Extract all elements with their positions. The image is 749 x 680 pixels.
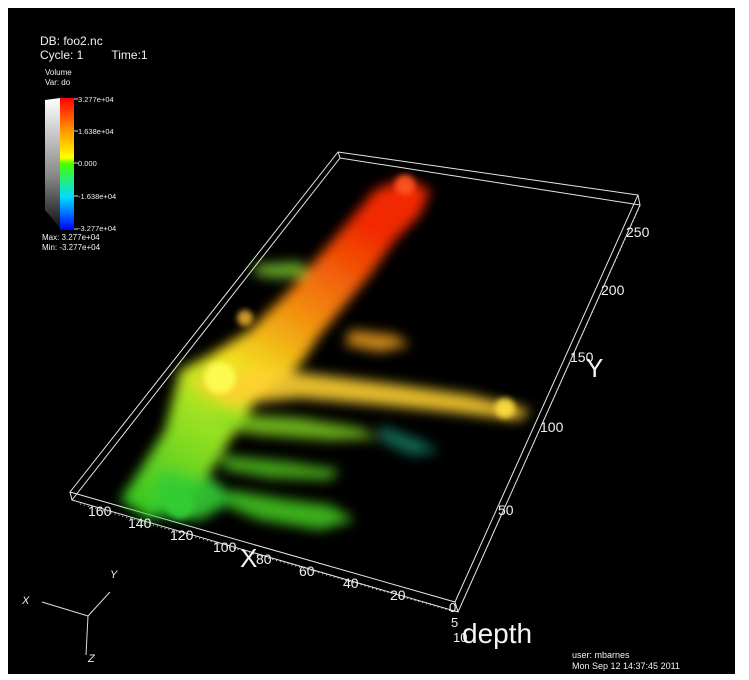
x-tick: 120 xyxy=(170,527,194,543)
volume-render-canvas[interactable]: 160 140 120 100 80 60 40 20 250 200 150 … xyxy=(8,8,735,674)
plot-type-label: Volume xyxy=(45,68,72,77)
x-tick: 140 xyxy=(128,515,152,531)
volume-data xyxy=(120,178,530,530)
min-label: Min: -3.277e+04 xyxy=(42,243,101,252)
database-label: DB: foo2.nc xyxy=(40,34,103,48)
z-tick: 10 xyxy=(453,630,467,645)
legend-tick-label: -3.277e+04 xyxy=(78,224,117,233)
legend-tick-label: 3.277e+04 xyxy=(78,95,114,104)
variable-label: Var: do xyxy=(45,78,71,87)
legend-tick-label: 1.638e+04 xyxy=(78,127,114,136)
y-axis-ticks: 250 200 150 100 50 xyxy=(498,224,650,518)
user-name: user: mbarnes xyxy=(572,650,630,660)
orientation-triad xyxy=(41,591,111,656)
max-label: Max: 3.277e+04 xyxy=(42,233,100,242)
z-axis-ticks: 0 5 10 xyxy=(449,600,467,645)
z-axis-title: depth xyxy=(462,618,532,649)
timestamp: Mon Sep 12 14:37:45 2011 xyxy=(572,661,680,671)
legend-colorbar xyxy=(45,98,78,230)
triad-z-label: Z xyxy=(87,653,96,665)
triad-x-label: X xyxy=(21,595,30,607)
user-info: user: mbarnes Mon Sep 12 14:37:45 2011 xyxy=(572,650,680,672)
y-tick: 50 xyxy=(498,502,514,518)
x-tick: 60 xyxy=(299,563,315,579)
triad-y-label: Y xyxy=(110,569,118,581)
legend-tick-label: 0.000 xyxy=(78,159,97,168)
x-tick: 40 xyxy=(343,575,359,591)
cycle-time-row: Cycle: 1 Time:1 xyxy=(40,48,148,62)
y-tick: 200 xyxy=(601,282,625,298)
z-tick: 5 xyxy=(451,615,458,630)
x-tick: 160 xyxy=(88,503,112,519)
bounding-box xyxy=(69,151,641,613)
y-tick: 150 xyxy=(570,349,594,365)
render-viewport[interactable]: 160 140 120 100 80 60 40 20 250 200 150 … xyxy=(8,8,735,674)
x-tick: 20 xyxy=(390,587,406,603)
axis-titles: X Y depth xyxy=(240,353,603,649)
y-tick: 100 xyxy=(540,419,564,435)
legend-tick-label: -1.638e+04 xyxy=(78,192,117,201)
y-axis-title: Y xyxy=(586,353,603,383)
y-tick: 250 xyxy=(626,224,650,240)
z-tick: 0 xyxy=(449,600,456,615)
min-max-readout: Max: 3.277e+04 Min: -3.277e+04 xyxy=(42,233,100,253)
x-tick: 100 xyxy=(213,539,237,555)
x-axis-ticks: 160 140 120 100 80 60 40 20 xyxy=(88,503,406,603)
cycle-label: Cycle: 1 xyxy=(40,48,84,62)
triad-labels: Y X Z xyxy=(21,569,118,665)
x-axis-title: X xyxy=(240,543,257,573)
time-label: Time:1 xyxy=(111,48,148,62)
x-tick: 80 xyxy=(256,551,272,567)
